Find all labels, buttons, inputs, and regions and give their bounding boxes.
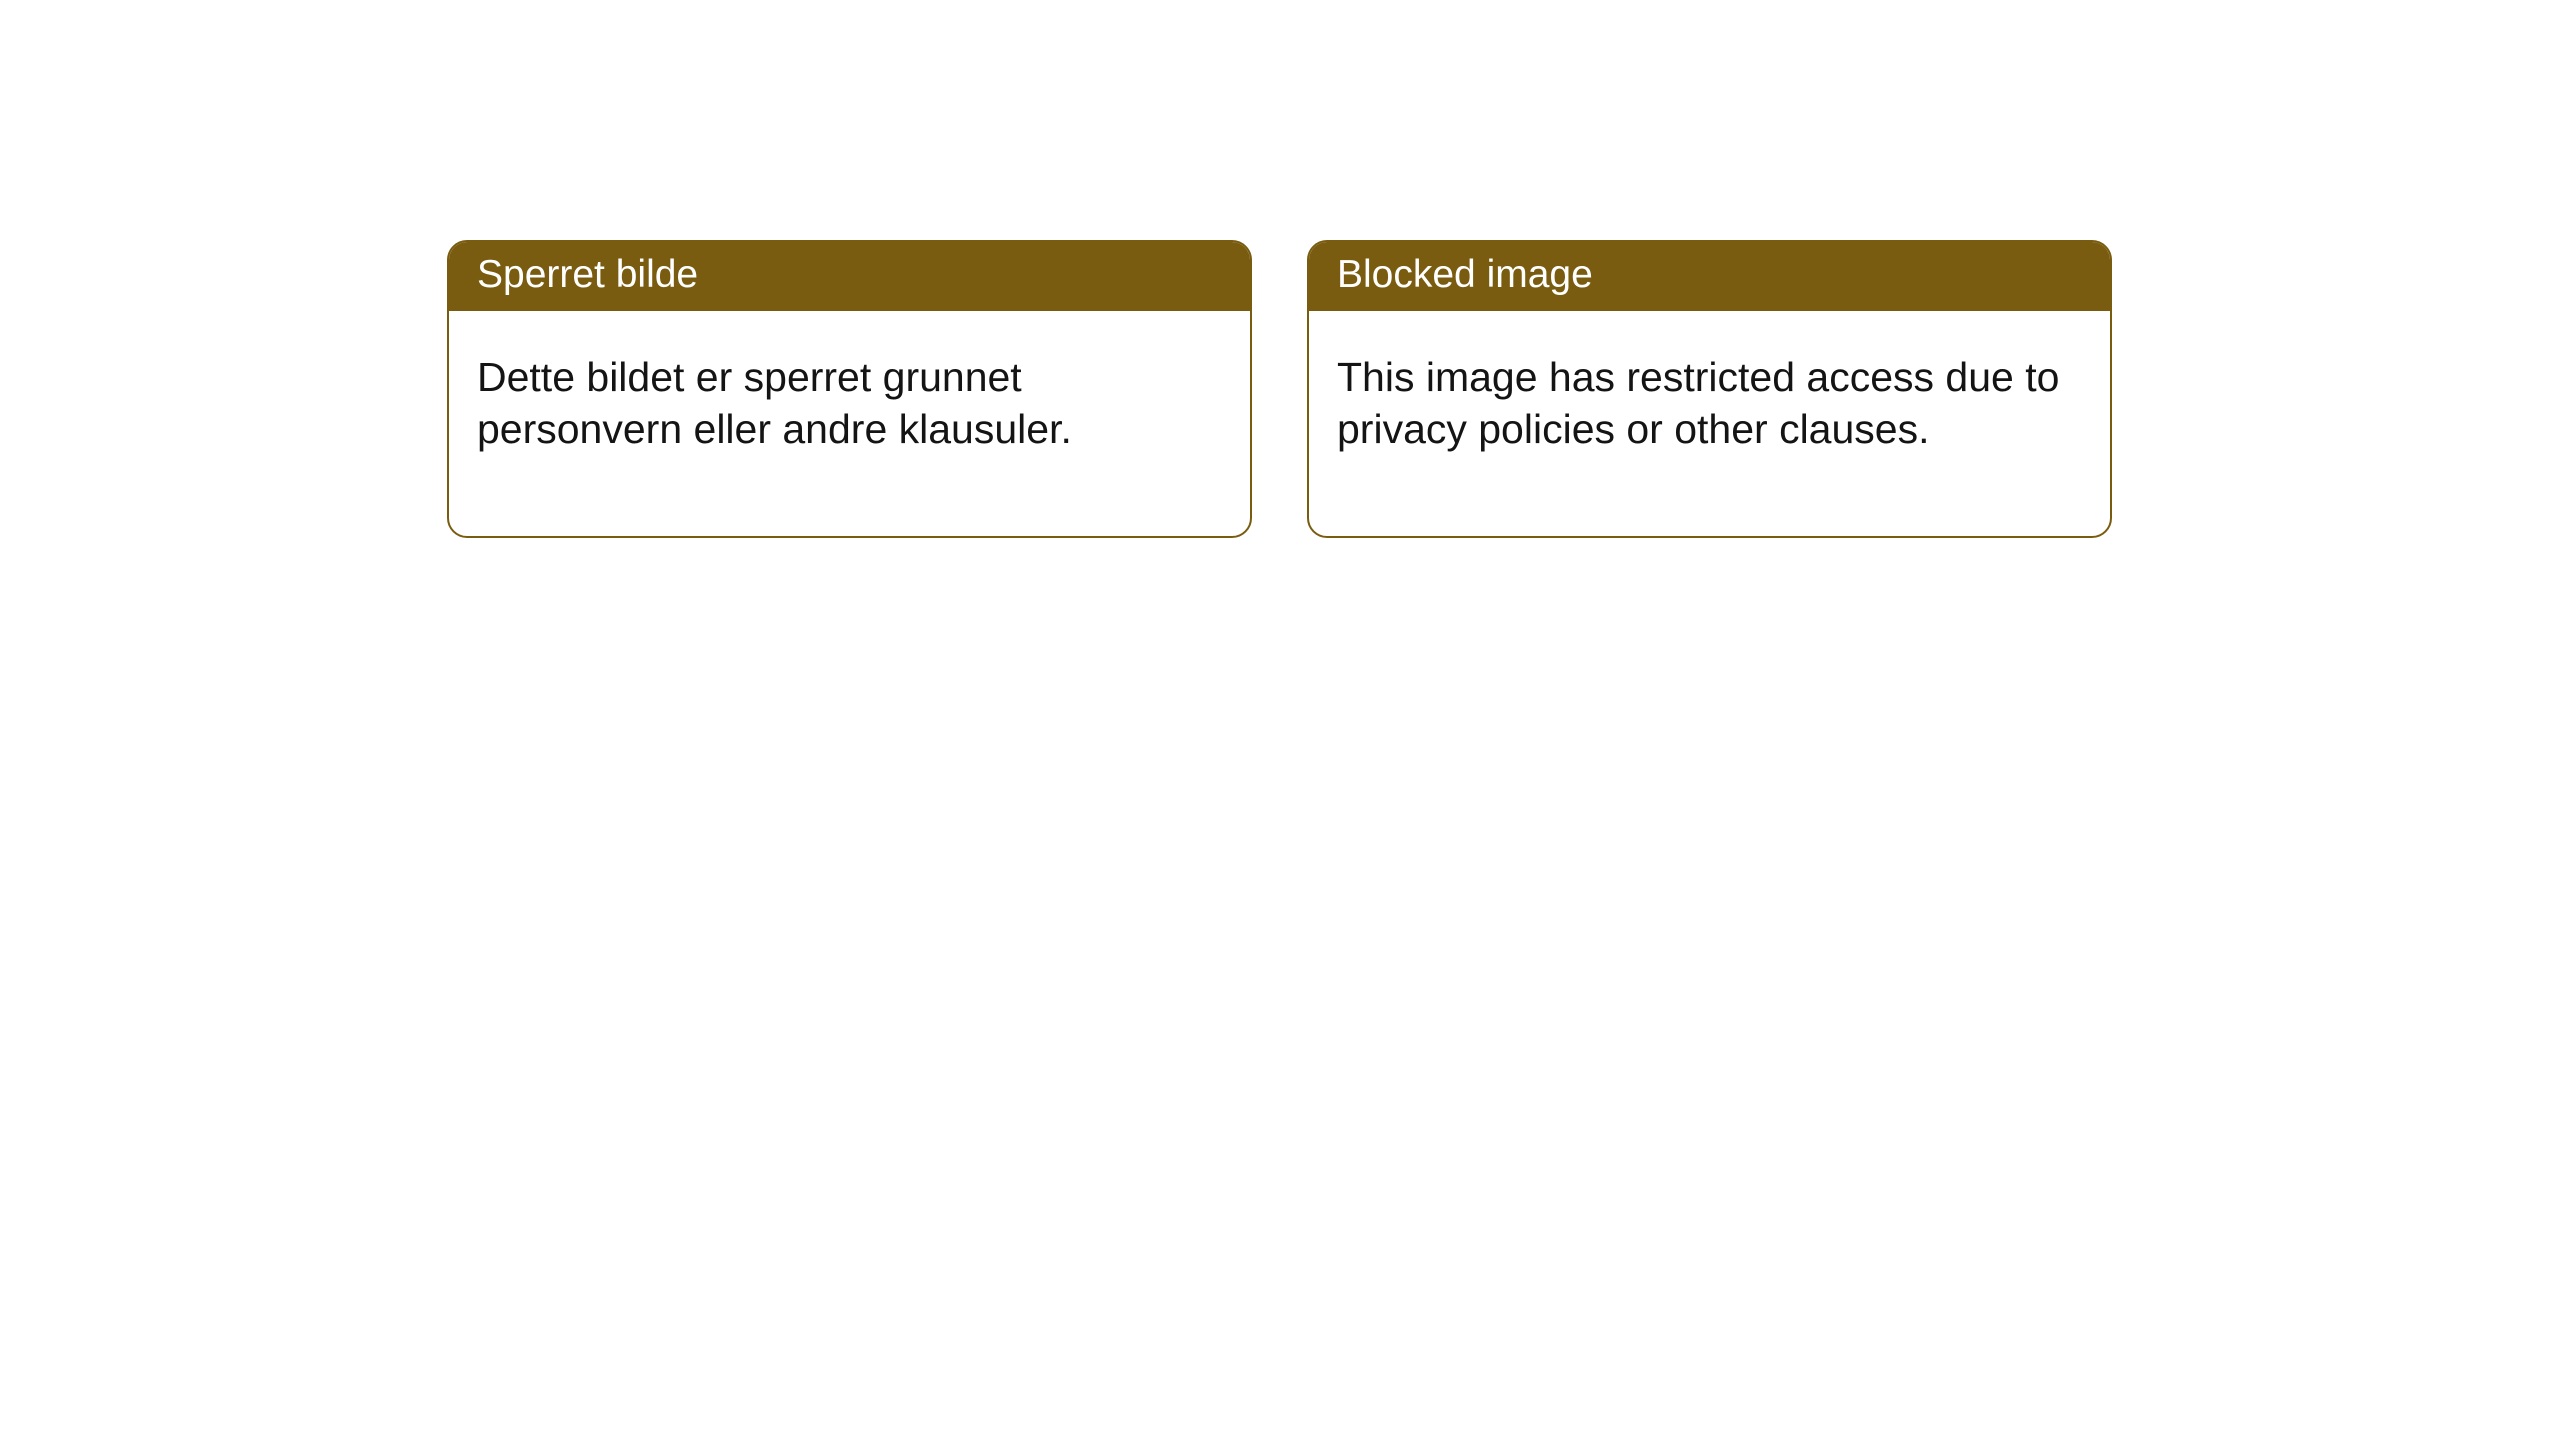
blocked-image-card-no: Sperret bilde Dette bildet er sperret gr…	[447, 240, 1252, 538]
notice-cards-row: Sperret bilde Dette bildet er sperret gr…	[447, 240, 2112, 538]
blocked-image-card-en: Blocked image This image has restricted …	[1307, 240, 2112, 538]
card-header-en: Blocked image	[1309, 242, 2110, 311]
card-body-en: This image has restricted access due to …	[1309, 311, 2110, 536]
card-body-no: Dette bildet er sperret grunnet personve…	[449, 311, 1250, 536]
card-header-no: Sperret bilde	[449, 242, 1250, 311]
